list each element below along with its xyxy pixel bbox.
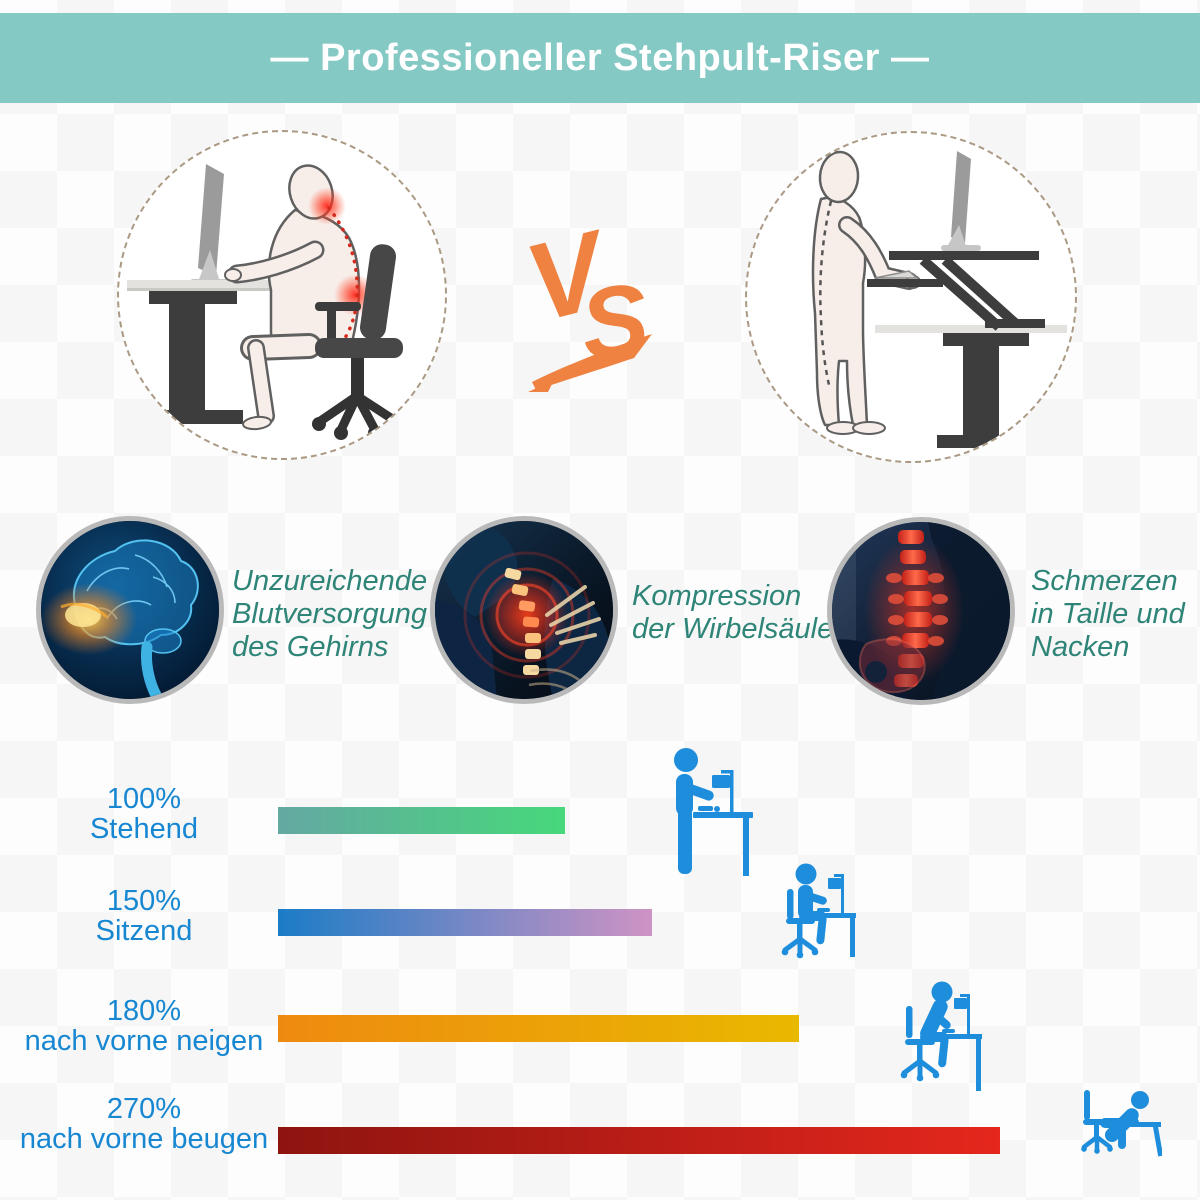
sitting-posture-illustration <box>117 130 447 460</box>
bar-nach-vorne-neigen <box>278 1015 799 1042</box>
issue-line: des Gehirns <box>232 631 389 663</box>
sitting-at-desk-icon <box>766 862 858 960</box>
issue-line: Blutversorgung <box>232 598 428 630</box>
bar-label-sitzend: 150% Sitzend <box>8 886 280 946</box>
bar-value-label: 180% <box>106 995 182 1027</box>
issue-line: der Wirbelsäule <box>632 613 834 645</box>
brain-scan-icon <box>41 521 219 699</box>
waist-neck-pain-image <box>827 517 1015 705</box>
issue-text-spine: Kompression der Wirbelsäule <box>632 580 833 646</box>
issue-line: in Taille und <box>1031 598 1185 630</box>
bent-over-desk-icon <box>1072 1074 1162 1158</box>
bar-value-label: 150% <box>106 885 182 917</box>
spine-compression-image <box>430 516 618 704</box>
standing-riser-scene-icon <box>811 150 1067 448</box>
bar-label-beugen: 270% nach vorne beugen <box>8 1094 280 1154</box>
issue-text-brain: Unzureichende Blutversorgung des Gehirns <box>232 565 427 664</box>
issue-text-back: Schmerzen in Taille und Nacken <box>1031 565 1185 664</box>
standing-at-desk-icon <box>662 746 754 878</box>
page-title: — Professioneller Stehpult-Riser — <box>270 37 930 79</box>
lower-back-xray-icon <box>832 522 1010 700</box>
standing-posture-illustration <box>745 131 1077 463</box>
neck-xray-icon <box>435 521 613 699</box>
bar-category-label: nach vorne neigen <box>24 1025 264 1057</box>
hunched-sitting-scene-icon <box>127 164 404 440</box>
leaning-forward-at-desk-icon <box>886 976 988 1102</box>
issue-line: Unzureichende <box>232 565 428 597</box>
bar-category-label: nach vorne beugen <box>19 1123 269 1155</box>
bar-label-stehend: 100% Stehend <box>8 784 280 844</box>
vs-swoosh <box>532 334 652 390</box>
bar-value-label: 270% <box>106 1093 182 1125</box>
issue-line: Schmerzen <box>1031 565 1178 597</box>
bar-category-label: Stehend <box>89 813 199 845</box>
header-banner: — Professioneller Stehpult-Riser — <box>0 13 1200 103</box>
bar-nach-vorne-beugen <box>278 1127 1000 1154</box>
bar-category-label: Sitzend <box>95 915 193 947</box>
bar-label-neigen: 180% nach vorne neigen <box>8 996 280 1056</box>
issue-line: Nacken <box>1031 631 1130 663</box>
brain-blood-supply-image <box>36 516 224 704</box>
bar-value-label: 100% <box>106 783 182 815</box>
vs-brush-icon: V S <box>515 206 655 392</box>
issue-line: Kompression <box>632 580 802 612</box>
bar-stehend <box>278 807 565 834</box>
neck-pain-spot <box>308 187 346 225</box>
vs-label: V S <box>515 206 678 397</box>
bar-sitzend <box>278 909 652 936</box>
